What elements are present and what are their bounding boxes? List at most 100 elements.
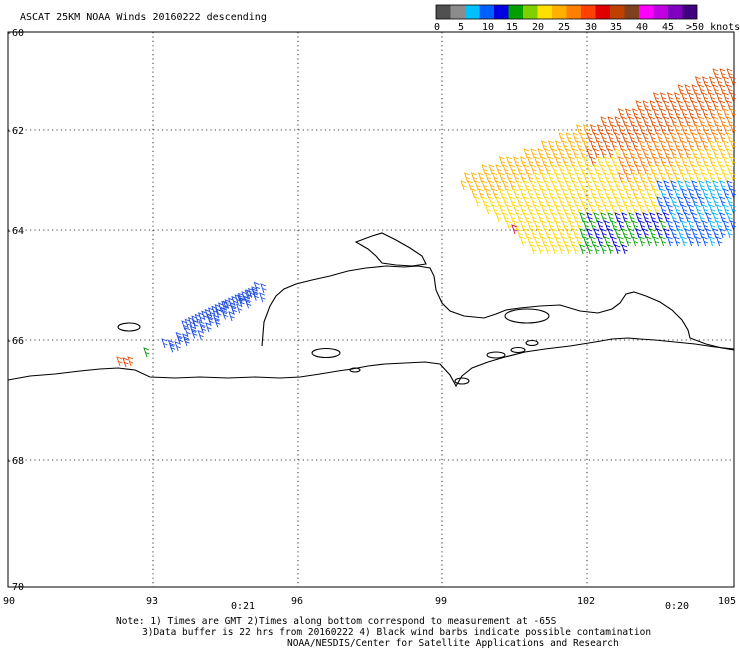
- wind-barb: [717, 77, 723, 86]
- wind-barb: [552, 197, 558, 206]
- wind-barb: [678, 197, 684, 206]
- wind-barb: [577, 221, 583, 230]
- wind-barb: [246, 299, 252, 308]
- legend-labels: 0 5 10 15 20 25 30 35 40 45 >50 knots: [434, 22, 740, 33]
- wind-barb: [643, 197, 649, 206]
- wind-barb: [538, 181, 544, 190]
- wind-barb: [640, 109, 646, 118]
- wind-barb: [535, 237, 541, 246]
- wind-barb: [668, 141, 674, 150]
- wind-barb: [661, 141, 667, 150]
- wind-barb: [514, 205, 520, 214]
- wind-barb: [524, 229, 530, 238]
- wind-barb: [472, 173, 478, 182]
- wind-barb: [622, 133, 628, 142]
- wind-barb: [699, 213, 705, 222]
- wind-barb: [566, 197, 572, 206]
- lat-label: -64: [6, 226, 24, 237]
- wind-barb: [514, 173, 520, 182]
- wind-barb: [612, 141, 618, 150]
- wind-barb: [170, 343, 176, 352]
- wind-barb: [521, 189, 527, 198]
- wind-barb: [668, 109, 674, 118]
- wind-barb: [682, 93, 688, 102]
- wind-barb: [573, 213, 579, 222]
- wind-barb: [535, 189, 541, 198]
- wind-barb: [671, 101, 677, 110]
- wind-barb: [538, 165, 544, 174]
- wind-barb: [650, 117, 656, 126]
- wind-barb: [566, 245, 572, 254]
- wind-barb: [486, 189, 492, 198]
- legend-label-15: 15: [506, 22, 518, 33]
- wind-barb: [591, 141, 597, 150]
- wind-barb: [647, 125, 653, 134]
- wind-barb: [664, 149, 670, 158]
- wind-barb: [489, 197, 495, 206]
- wind-barb: [615, 165, 621, 174]
- wind-barb: [643, 117, 649, 126]
- wind-barb: [713, 181, 719, 190]
- wind-barb: [619, 109, 625, 118]
- wind-barb: [661, 221, 667, 230]
- wind-barb: [591, 237, 597, 246]
- wind-barb: [598, 221, 604, 230]
- wind-barb: [507, 221, 513, 230]
- wind-barb: [608, 213, 614, 222]
- graticule: [8, 32, 734, 587]
- wind-barb: [724, 157, 730, 166]
- wind-barb: [692, 229, 698, 238]
- wind-barb: [538, 197, 544, 206]
- wind-barb: [731, 77, 737, 86]
- wind-barb: [668, 157, 674, 166]
- wind-barb: [626, 125, 632, 134]
- wind-barb: [489, 165, 495, 174]
- wind-barb: [706, 149, 712, 158]
- wind-barb: [542, 189, 548, 198]
- wind-barb: [601, 245, 607, 254]
- wind-barb: [713, 197, 719, 206]
- wind-barb: [640, 205, 646, 214]
- legend-swatch: [523, 5, 538, 19]
- wind-barb: [636, 213, 642, 222]
- wind-barb: [657, 213, 663, 222]
- wind-barb: [647, 205, 653, 214]
- wind-barb: [633, 173, 639, 182]
- wind-barb: [128, 357, 134, 366]
- wind-barb: [657, 149, 663, 158]
- wind-barb: [619, 237, 625, 246]
- wind-barb: [510, 165, 516, 174]
- wind-barb: [580, 149, 586, 158]
- wind-barb: [675, 125, 681, 134]
- wind-barb: [605, 157, 611, 166]
- wind-barb: [657, 229, 663, 238]
- wind-barb: [144, 348, 150, 357]
- lon-label: 102: [577, 596, 595, 607]
- wind-barb: [654, 125, 660, 134]
- wind-barb: [563, 221, 569, 230]
- wind-barb: [584, 237, 590, 246]
- wind-barb: [619, 221, 625, 230]
- wind-barb: [678, 165, 684, 174]
- wind-barb: [647, 221, 653, 230]
- wind-barb: [584, 173, 590, 182]
- wind-barb: [713, 165, 719, 174]
- wind-barb: [720, 165, 726, 174]
- wind-barb: [682, 189, 688, 198]
- wind-barb: [678, 181, 684, 190]
- wind-barb: [535, 221, 541, 230]
- wind-barb: [724, 173, 730, 182]
- wind-barb: [654, 109, 660, 118]
- wind-barb: [633, 109, 639, 118]
- small-island: [505, 309, 549, 323]
- wind-barb: [671, 181, 677, 190]
- legend-swatch: [451, 5, 466, 19]
- wind-barb: [713, 133, 719, 142]
- wind-barb: [629, 133, 635, 142]
- wind-barb: [528, 237, 534, 246]
- wind-barb: [556, 157, 562, 166]
- wind-barb: [647, 173, 653, 182]
- wind-barb: [594, 149, 600, 158]
- wind-barb: [696, 93, 702, 102]
- wind-barb: [559, 181, 565, 190]
